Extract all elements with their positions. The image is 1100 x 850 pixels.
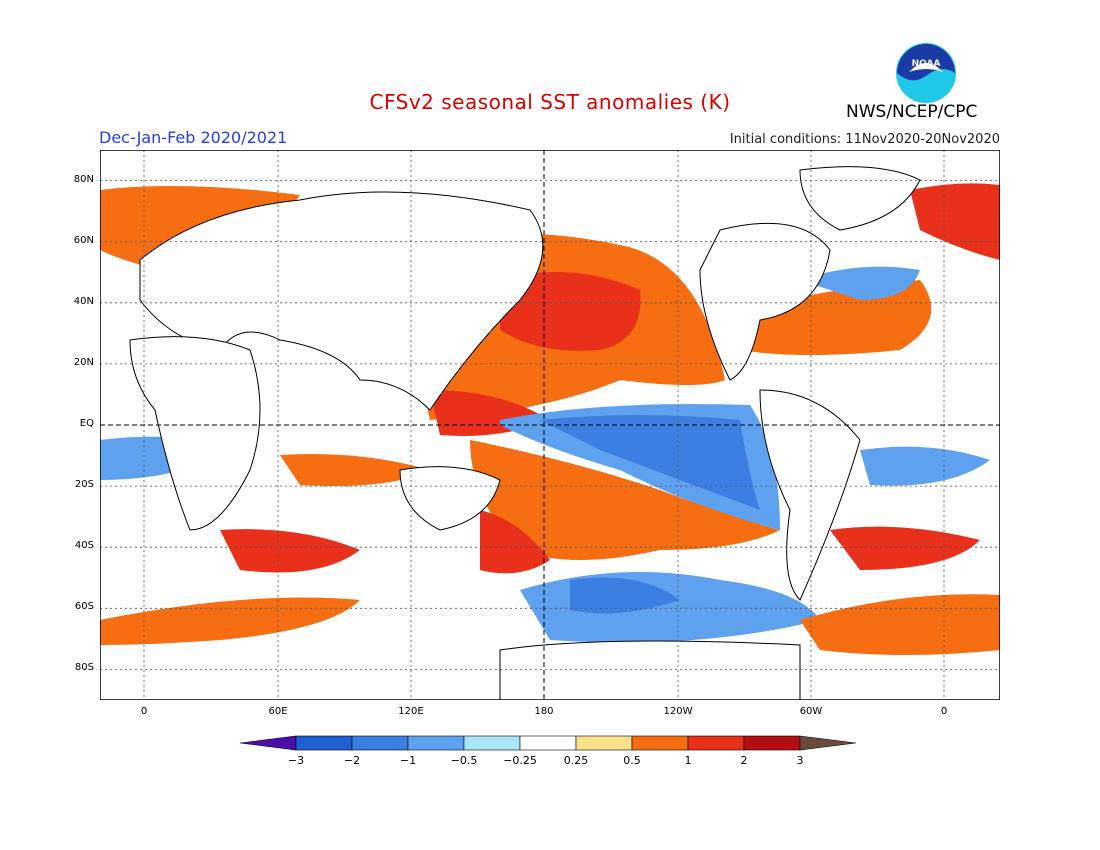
equator-dateline [100,150,1000,700]
initial-conditions-label: Initial conditions: 11Nov2020-20Nov2020 [729,132,1000,147]
colorbar-segment [575,735,633,751]
lat-label: 40S [74,540,94,552]
colorbar-segment [240,735,297,751]
colorbar-label: −3 [288,754,304,767]
colorbar-label: −1 [400,754,416,767]
lat-label: 20N [73,356,94,368]
lat-label: 60S [74,601,94,613]
colorbar-label: 2 [741,754,748,767]
lat-label: 20S [74,479,94,491]
colorbar-label: 0.25 [564,754,589,767]
colorbar-segment [799,735,857,751]
colorbar: −3 −2 −1 −0.5 −0.25 0.25 0.5 1 2 3 [240,735,857,767]
colorbar-label: 3 [797,754,804,767]
colorbar-segment [463,735,521,751]
agency-label: NWS/NCEP/CPC [846,102,978,122]
colorbar-label: −2 [344,754,360,767]
lon-label: 180 [534,706,554,717]
colorbar-label: −0.25 [503,754,537,767]
colorbar-label: 1 [685,754,692,767]
colorbar-segment [351,735,409,751]
colorbar-segment [743,735,801,751]
colorbar-label: −0.5 [451,754,478,767]
lon-label: 0 [940,706,948,717]
lat-label: 80N [73,173,94,185]
logo-text: NOAA [912,59,941,69]
colorbar-segment [687,735,745,751]
lat-label: EQ [79,418,94,429]
lat-label: 80S [74,662,94,674]
season-label: Dec-Jan-Feb 2020/2021 [99,128,288,147]
sst-anomaly-map [100,150,1000,700]
noaa-logo: NOAA [896,43,956,103]
colorbar-segment [295,735,353,751]
lat-label: 40N [73,295,94,307]
continents [129,166,921,700]
lon-label: 0 [140,706,148,717]
lon-label: 120E [398,706,424,717]
colorbar-segment [407,735,465,751]
colorbar-segment [631,735,689,751]
colorbar-label: 0.5 [623,754,641,767]
lat-label: 60N [73,234,94,246]
map-title: CFSv2 seasonal SST anomalies (K) [369,90,731,114]
lon-label: 60E [268,706,288,717]
lon-label: 60W [799,706,823,717]
colorbar-segment [519,735,577,751]
lon-label: 120W [663,706,693,717]
